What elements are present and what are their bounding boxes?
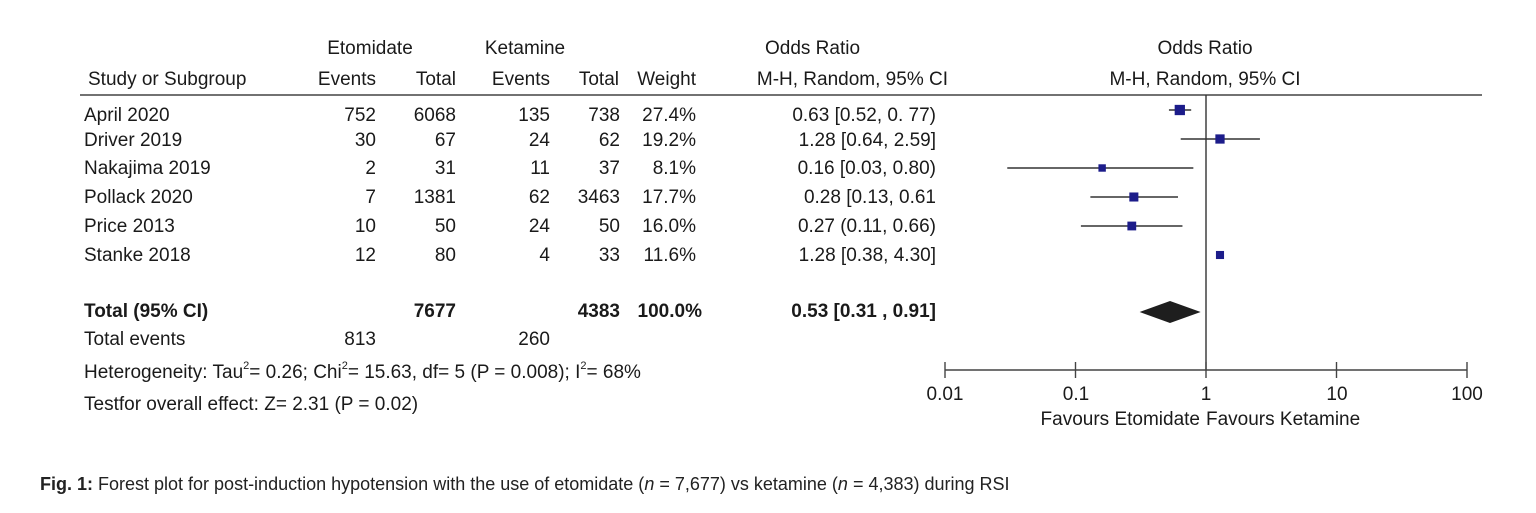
caption-text: = 4,383) during RSI [847,474,1010,494]
header-total1: Total [415,69,456,90]
tick-label: 0.01 [926,384,964,405]
study-square [1129,192,1139,202]
row-events2: 135 [518,105,550,126]
row-total1: 6068 [413,105,456,126]
total-events-e1: 813 [344,329,376,350]
tick-label: 10 [1326,384,1348,405]
row-weight: 27.4% [642,105,696,126]
caption-text: Forest plot for post-induction hypotensi… [93,474,645,494]
header-ketamine: Ketamine [484,38,566,59]
total-ci: 0.53 [0.31 , 0.91] [791,301,936,322]
row-events1: 30 [354,130,376,151]
row-ci: 0.28 [0.13, 0.61 [803,187,936,208]
row-total1: 67 [434,130,456,151]
figure-caption: Fig. 1: Forest plot for post-induction h… [40,474,1010,495]
row-total2: 738 [588,105,620,126]
row-events2: 4 [539,245,550,266]
row-events2: 11 [530,158,550,179]
caption-n: n [644,474,655,494]
total-label: Total (95% CI) [84,301,209,322]
total-events-e2: 260 [518,329,550,350]
total-t2: 4383 [577,301,620,322]
total-t1: 7677 [413,301,456,322]
het-sup: 2 [243,360,250,372]
row-weight: 8.1% [652,158,696,179]
row-study: Price 2013 [84,216,175,237]
row-study: April 2020 [84,105,170,126]
header-events2: Events [491,69,550,90]
total-weight: 100.0% [637,301,702,322]
header-odds-ratio-right: Odds Ratio [1157,38,1253,59]
study-square [1215,134,1225,144]
overall-effect-text: Testfor overall effect: Z= 2.31 (P = 0.0… [84,394,419,415]
het-tau: = 0.26; Chi [249,362,342,383]
header-events1: Events [317,69,376,90]
row-events2: 24 [528,130,550,151]
header-study: Study or Subgroup [88,69,247,90]
favours-ketamine-label: Favours Ketamine [1206,409,1361,430]
header-method-left: M-H, Random, 95% CI [756,69,948,90]
row-weight: 11.6% [643,245,696,266]
row-total2: 50 [598,216,620,237]
row-ci: 1.28 [0.38, 4.30] [798,245,936,266]
tick-label: 0.1 [1062,384,1090,405]
caption-label: Fig. 1: [40,474,93,494]
header-etomidate: Etomidate [327,38,413,59]
header-odds-ratio-left: Odds Ratio [764,38,861,59]
header-weight: Weight [637,69,696,90]
row-events2: 62 [528,187,550,208]
pooled-diamond [1139,301,1201,323]
header-method-right: M-H, Random, 95% CI [1109,69,1301,90]
het-i: = 68% [586,362,641,383]
tick-label: 1 [1200,384,1212,405]
row-events1: 752 [344,105,376,126]
row-total2: 62 [598,130,620,151]
header-total2: Total [578,69,619,90]
row-total1: 50 [434,216,456,237]
row-weight: 16.0% [642,216,696,237]
row-ci: 0.27 (0.11, 0.66) [797,216,936,237]
row-events1: 2 [365,158,376,179]
row-total2: 3463 [577,187,620,208]
row-total1: 31 [434,158,456,179]
favours-etomidate-label: Favours Etomidate [1040,409,1200,430]
study-square [1127,221,1137,231]
row-study: Pollack 2020 [84,187,193,208]
row-events1: 7 [365,187,376,208]
row-events1: 12 [354,245,376,266]
row-total2: 37 [598,158,620,179]
row-study: Driver 2019 [84,130,183,151]
row-ci: 0.63 [0.52, 0. 77) [792,105,936,126]
row-study: Stanke 2018 [84,245,191,266]
caption-text: = 7,677) vs ketamine ( [654,474,838,494]
row-total1: 80 [434,245,456,266]
het-chi: = 15.63, df= 5 (P = 0.008); I [347,362,581,383]
het-prefix: Heterogeneity: Tau [84,362,244,383]
study-square [1215,250,1225,260]
study-square [1098,164,1106,172]
tick-label: 100 [1451,384,1483,405]
caption-n: n [837,474,848,494]
row-ci: 0.16 [0.03, 0.80) [797,158,936,179]
study-square [1174,104,1185,116]
heterogeneity-text: Heterogeneity: Tau2= 0.26; Chi2= 15.63, … [84,360,641,384]
row-ci: 1.28 [0.64, 2.59] [798,130,936,151]
het-sup: 2 [580,360,587,372]
row-study: Nakajima 2019 [84,158,211,179]
total-events-label: Total events [84,329,186,350]
row-events2: 24 [528,216,550,237]
het-sup: 2 [341,360,348,372]
row-total2: 33 [598,245,620,266]
row-weight: 19.2% [642,130,696,151]
row-total1: 1381 [413,187,456,208]
row-weight: 17.7% [642,187,696,208]
row-events1: 10 [354,216,376,237]
